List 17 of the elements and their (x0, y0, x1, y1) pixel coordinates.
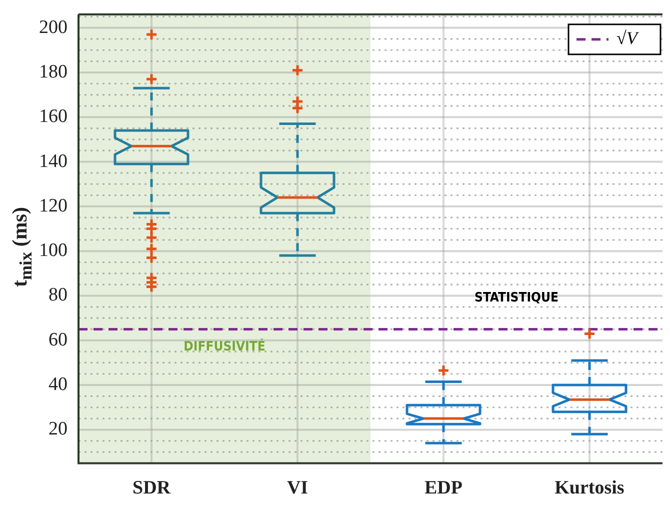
y-tick-label: 200 (39, 16, 68, 38)
legend-label: √V (616, 28, 640, 48)
annotation: STATISTIQUE (474, 290, 558, 306)
x-tick-label: EDP (424, 478, 463, 499)
x-tick-label: SDR (132, 478, 171, 499)
band-label: DIFFUSIVITÉ (184, 337, 266, 354)
y-tick-label: 60 (48, 329, 68, 350)
y-tick-label: 120 (39, 195, 68, 216)
y-tick-label: 20 (48, 418, 68, 440)
x-tick-label: VI (286, 478, 308, 499)
y-tick-label: 100 (39, 240, 68, 262)
y-tick-label: 80 (48, 284, 68, 306)
y-tick-label: 40 (48, 374, 68, 396)
x-tick-label: Kurtosis (554, 478, 624, 499)
y-tick-label: 180 (39, 61, 68, 82)
y-tick-label: 140 (39, 150, 68, 172)
y-tick-label: 160 (39, 106, 68, 128)
